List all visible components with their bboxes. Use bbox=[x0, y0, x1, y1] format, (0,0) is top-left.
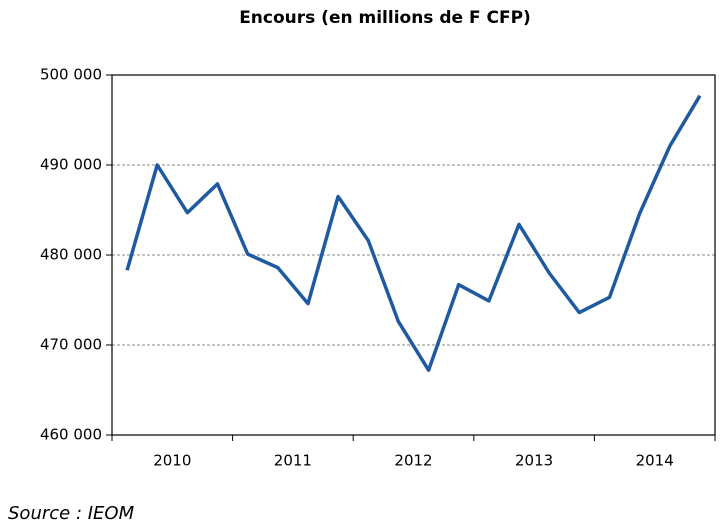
x-tick-label: 2013 bbox=[515, 452, 553, 470]
x-tick-label: 2014 bbox=[636, 452, 674, 470]
source-note: Source : IEOM bbox=[8, 503, 135, 524]
y-tick-label: 490 000 bbox=[40, 156, 102, 174]
plot-frame bbox=[111, 74, 716, 436]
y-tick-label: 480 000 bbox=[40, 246, 102, 264]
y-tick-label: 500 000 bbox=[40, 66, 102, 84]
chart-title: Encours (en millions de F CFP) bbox=[239, 8, 531, 28]
x-tick-label: 2012 bbox=[394, 452, 432, 470]
y-tick-label: 470 000 bbox=[40, 336, 102, 354]
data-line bbox=[125, 94, 702, 372]
y-tick-label: 460 000 bbox=[40, 426, 102, 444]
x-tick-label: 2010 bbox=[153, 452, 191, 470]
x-tick-label: 2011 bbox=[274, 452, 312, 470]
